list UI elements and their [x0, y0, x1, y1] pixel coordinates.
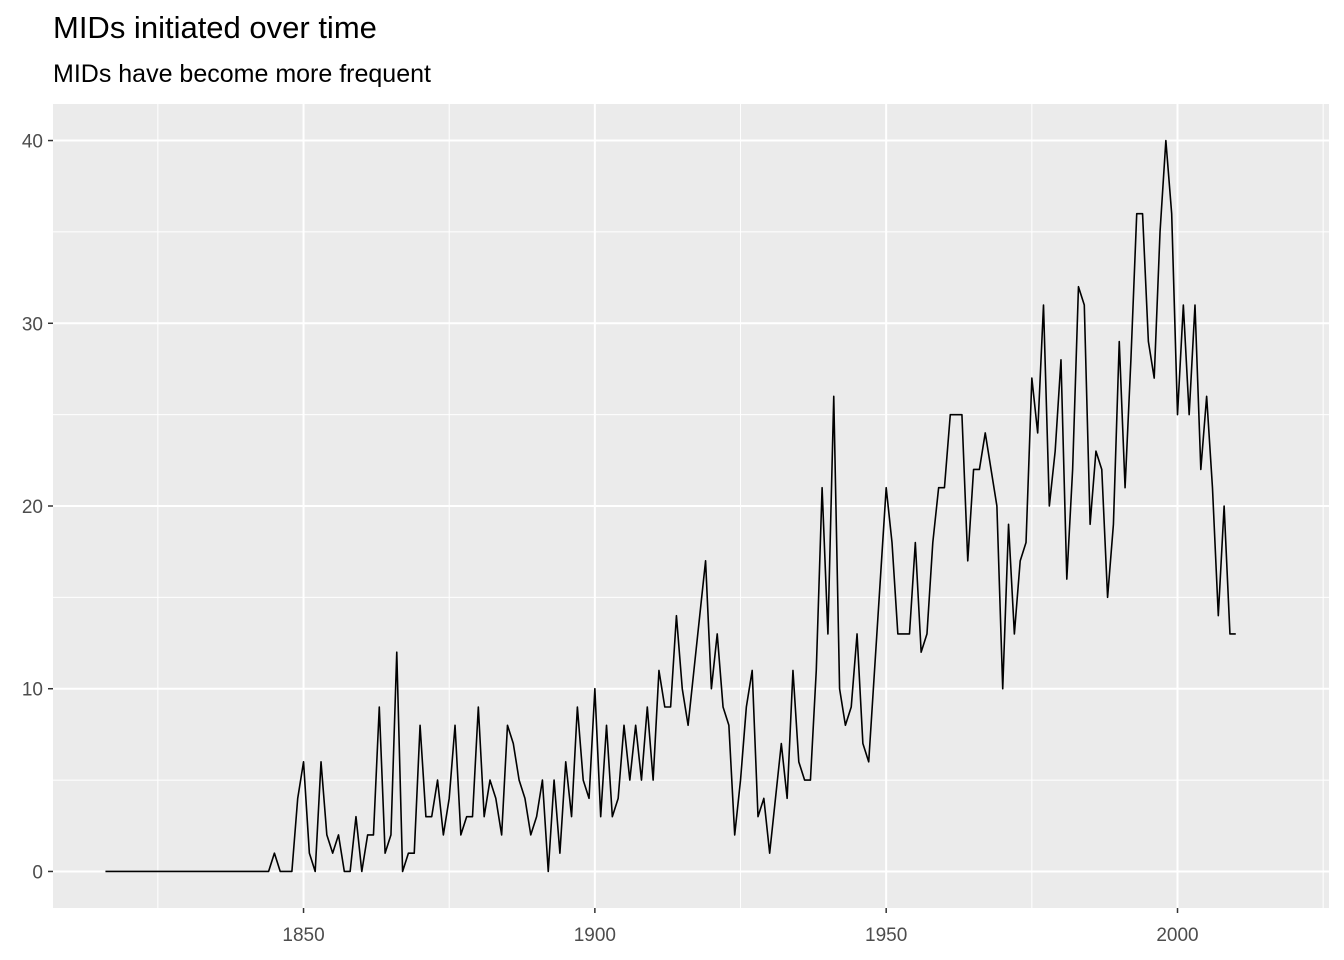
chart-title: MIDs initiated over time	[53, 10, 377, 45]
x-tick-label: 1900	[574, 925, 616, 946]
y-tick-label: 0	[32, 862, 43, 883]
x-tick-label: 2000	[1156, 925, 1198, 946]
y-tick-label: 40	[22, 132, 43, 153]
y-tick-label: 10	[22, 680, 43, 701]
y-tick-label: 20	[22, 497, 43, 518]
x-tick-label: 1950	[865, 925, 907, 946]
x-tick-label: 1850	[282, 925, 324, 946]
y-tick-label: 30	[22, 314, 43, 335]
series-line	[105, 139, 1236, 873]
chart-subtitle: MIDs have become more frequent	[53, 60, 431, 88]
y-axis: 0 10 20 30 40	[22, 132, 53, 883]
x-axis: 1850 1900 1950 2000	[282, 908, 1199, 946]
grid-major	[53, 104, 1329, 908]
